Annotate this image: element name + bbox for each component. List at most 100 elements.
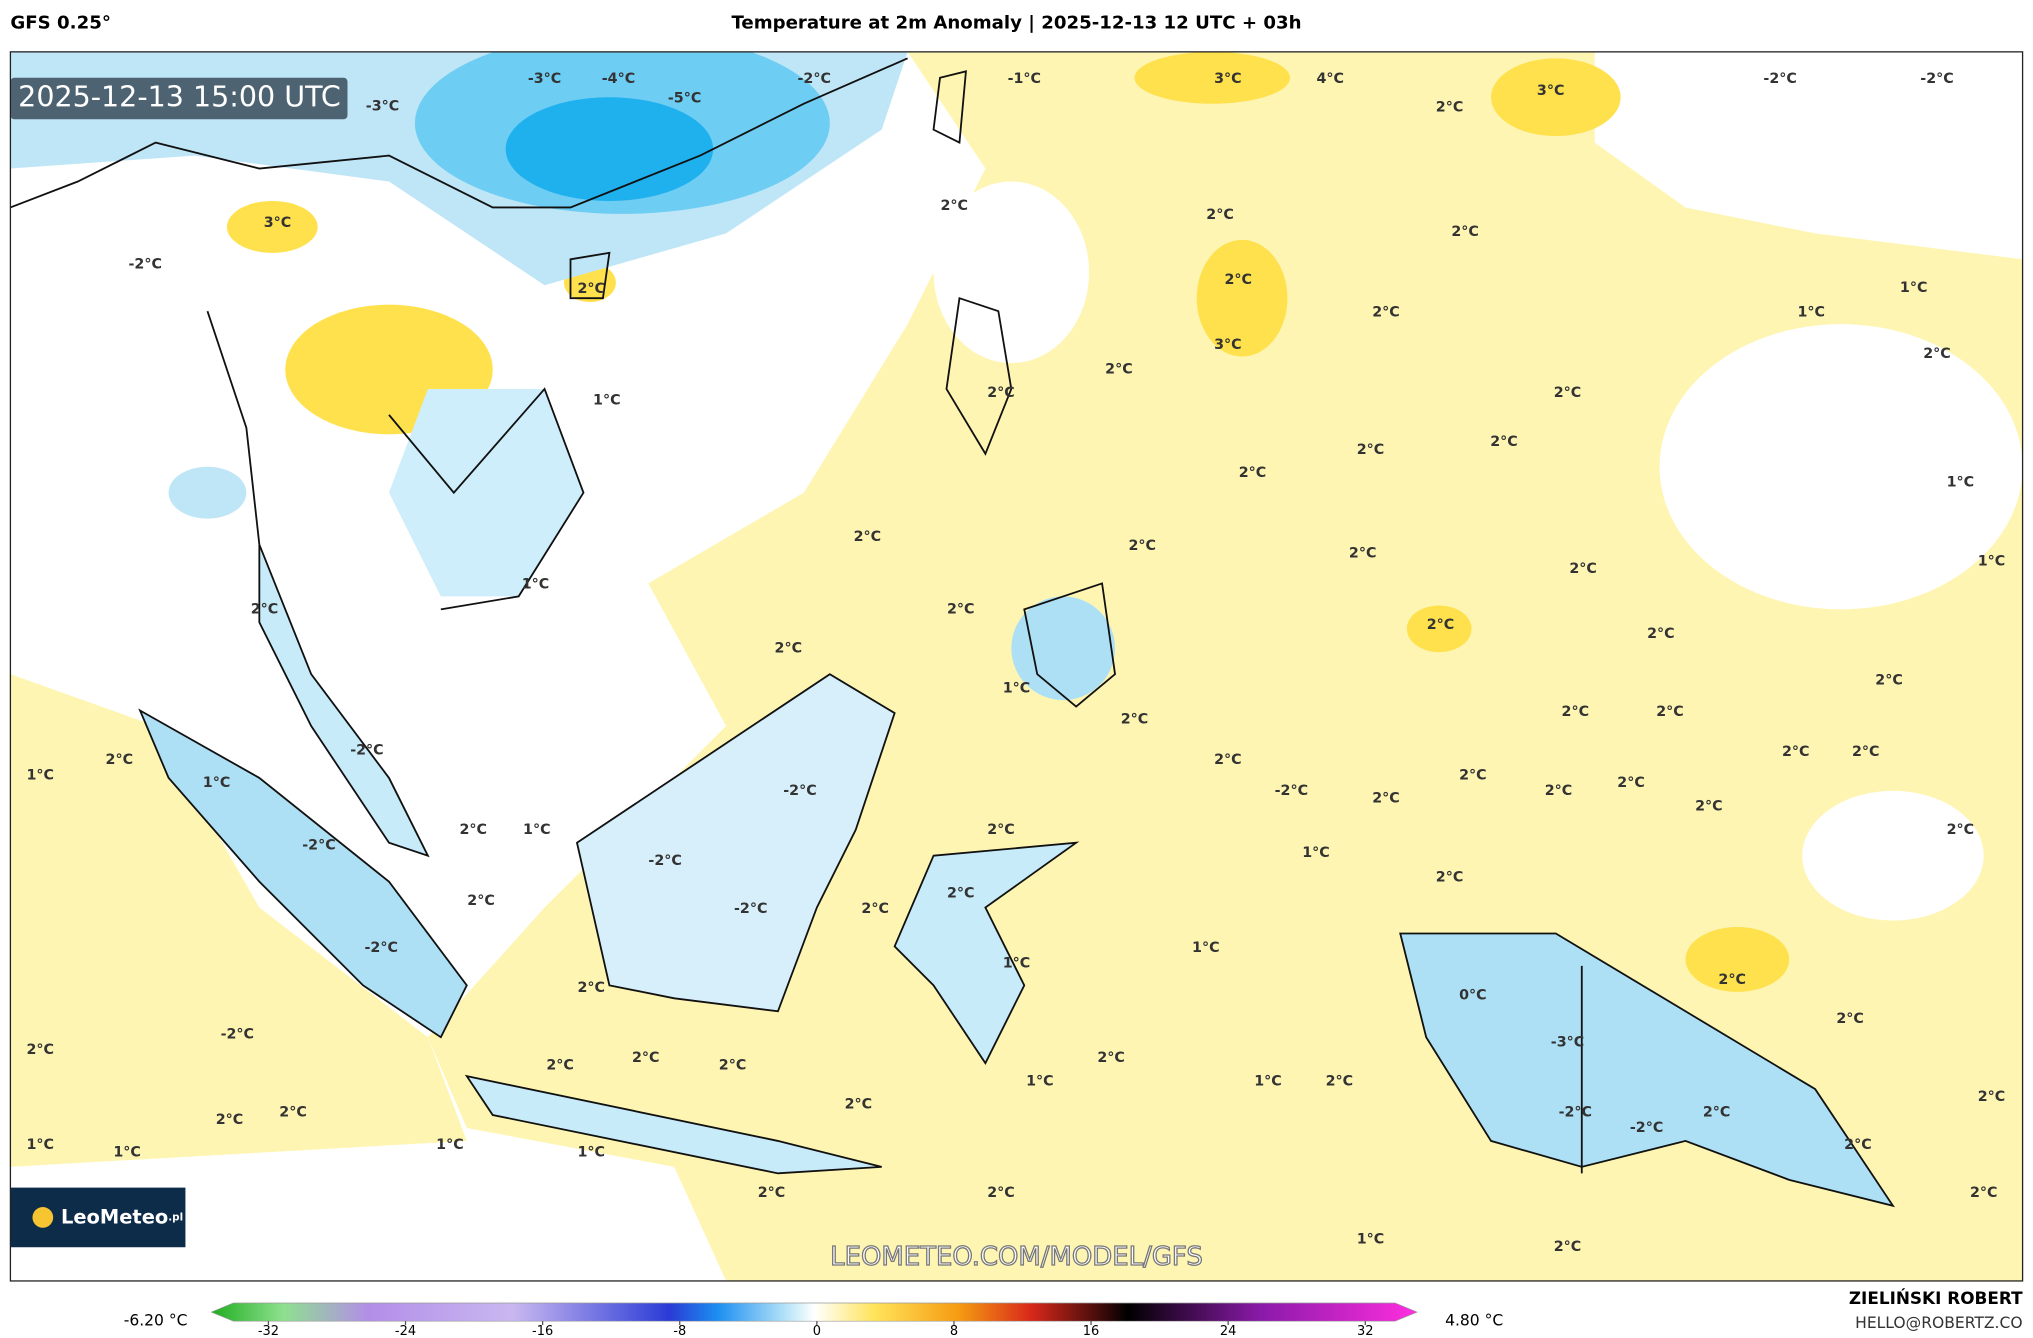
logo-sun: [32, 1207, 54, 1228]
colorbar-tick-label: 32: [1357, 1324, 1373, 1338]
logo: LeoMeteo.pl: [61, 1205, 183, 1228]
contour-label: 2°C: [1836, 1011, 1864, 1027]
contour-label: 2°C: [1436, 870, 1464, 886]
contour-label: -2°C: [798, 71, 831, 87]
watermark: LEOMETEO.COM/MODEL/GFS: [830, 1242, 1203, 1272]
author: ZIELIŃSKI ROBERT: [1849, 1287, 2023, 1308]
contour-label: 3°C: [1214, 71, 1241, 87]
contour-label: 2°C: [1214, 752, 1241, 768]
contour-label: 1°C: [26, 767, 53, 783]
contour-label: 2°C: [1875, 673, 1903, 689]
contour-label: 1°C: [1254, 1073, 1282, 1089]
contour-label: 2°C: [1569, 561, 1597, 577]
contour-label: 4°C: [1317, 71, 1345, 87]
contour-label: 2°C: [941, 198, 969, 214]
contour-label: -2°C: [302, 837, 335, 853]
contour-label: 2°C: [854, 529, 882, 545]
contour-label: 1°C: [577, 1145, 605, 1161]
contour-label: 2°C: [1545, 783, 1573, 799]
contour-label: 2°C: [1357, 442, 1385, 458]
contour-label: 1°C: [113, 1145, 141, 1161]
contour-label: 3°C: [1537, 83, 1565, 99]
contour-label: -2°C: [734, 901, 767, 917]
contour-label: 1°C: [522, 577, 550, 593]
contour-label: 2°C: [577, 980, 605, 996]
contour-label: 2°C: [1097, 1050, 1125, 1066]
contour-label: -2°C: [1630, 1120, 1663, 1136]
colorbar-min: -6.20 °C: [124, 1312, 188, 1330]
contour-label: 1°C: [1947, 474, 1975, 490]
timestamp-box: [10, 77, 348, 120]
neutral-area: [1802, 790, 1984, 921]
neutral-area: [1594, 51, 2023, 260]
contour-label: -2°C: [1763, 71, 1796, 87]
contour-label: 1°C: [26, 1137, 53, 1153]
contour-label: 2°C: [1372, 304, 1400, 320]
contour-label: 2°C: [1349, 546, 1377, 562]
title: Temperature at 2m Anomaly | 2025-12-13 1…: [731, 12, 1301, 33]
contour-label: 1°C: [1026, 1073, 1054, 1089]
contour-label: 2°C: [987, 822, 1015, 838]
colorbar-ticks: -32 -24 -16 -8 0 8 16 24 32: [258, 1321, 1374, 1338]
contour-label: 2°C: [546, 1058, 574, 1074]
contour-label: -2°C: [350, 743, 383, 759]
contour-label: -3°C: [1551, 1034, 1584, 1050]
map: 2025-12-13 15:00 UTC -1°C 3°C 4°C 2°C 3°C -2°…: [10, 51, 2023, 1281]
contour-label: 1°C: [1192, 940, 1220, 956]
contour-label: 2°C: [1459, 767, 1487, 783]
contour-label: 2°C: [719, 1058, 747, 1074]
contour-label: 2°C: [1326, 1073, 1353, 1089]
contour-label: 2°C: [845, 1097, 873, 1113]
colorbar-tick-label: 16: [1083, 1324, 1099, 1338]
warm-core: [226, 51, 1790, 992]
contour-label: 1°C: [523, 822, 551, 838]
model-label: GFS 0.25°: [10, 12, 111, 33]
colorbar-tick-label: -16: [532, 1324, 553, 1338]
logo-name: LeoMeteo: [61, 1205, 168, 1228]
contour-label: 2°C: [251, 601, 279, 617]
contour-label: 1°C: [1978, 553, 2006, 569]
contour-label: 2°C: [216, 1112, 244, 1128]
contour-label: 2°C: [775, 640, 803, 656]
contour-label: -2°C: [648, 853, 681, 869]
contour-label: 2°C: [1970, 1185, 1998, 1201]
contour-label: 2°C: [987, 385, 1015, 401]
contour-label: 2°C: [467, 893, 494, 909]
warm-area: [10, 674, 467, 1167]
contour-label: -1°C: [1008, 71, 1041, 87]
contour-label: 2°C: [1978, 1089, 2006, 1105]
contour-label: 2°C: [1947, 822, 1975, 838]
contour-label: 2°C: [460, 822, 488, 838]
contour-label: 1°C: [1003, 680, 1030, 696]
contour-label: 2°C: [106, 752, 134, 768]
contour-label: -2°C: [129, 256, 162, 272]
contour-label: 1°C: [1798, 304, 1826, 320]
contour-label: 2°C: [1852, 744, 1880, 760]
contour-label: 2°C: [1224, 272, 1252, 288]
contour-label: 2°C: [947, 601, 975, 617]
contour-label: 3°C: [264, 215, 292, 231]
contour-label: 1°C: [1302, 845, 1330, 861]
contour-label: 1°C: [436, 1137, 463, 1153]
colorbar-tick-label: -24: [395, 1324, 416, 1338]
colorbar-max: 4.80 °C: [1445, 1312, 1503, 1330]
contour-label: 2°C: [1239, 465, 1267, 481]
contour-label: 2°C: [1206, 207, 1234, 223]
contour-label: 2°C: [577, 281, 605, 297]
contour-label: 2°C: [1451, 224, 1479, 240]
contour-label: 2°C: [1703, 1104, 1731, 1120]
neutral-area: [1659, 324, 2023, 610]
logo-suffix: .pl: [168, 1211, 183, 1223]
contour-label: 2°C: [861, 901, 888, 917]
contact: HELLO@ROBERTZ.CO: [1855, 1314, 2022, 1332]
contour-label: 2°C: [1647, 626, 1675, 642]
contour-label: 0°C: [1459, 988, 1487, 1004]
contour-label: 2°C: [26, 1042, 53, 1058]
contour-label: -2°C: [364, 940, 397, 956]
colorbar-tick-label: 8: [950, 1324, 958, 1338]
colorbar-tick-label: -32: [258, 1324, 279, 1338]
contour-label: 2°C: [1923, 346, 1951, 362]
contour-label: 2°C: [1844, 1137, 1872, 1153]
contour-label: -4°C: [602, 71, 635, 87]
colorbar-tick-label: 0: [813, 1324, 821, 1338]
